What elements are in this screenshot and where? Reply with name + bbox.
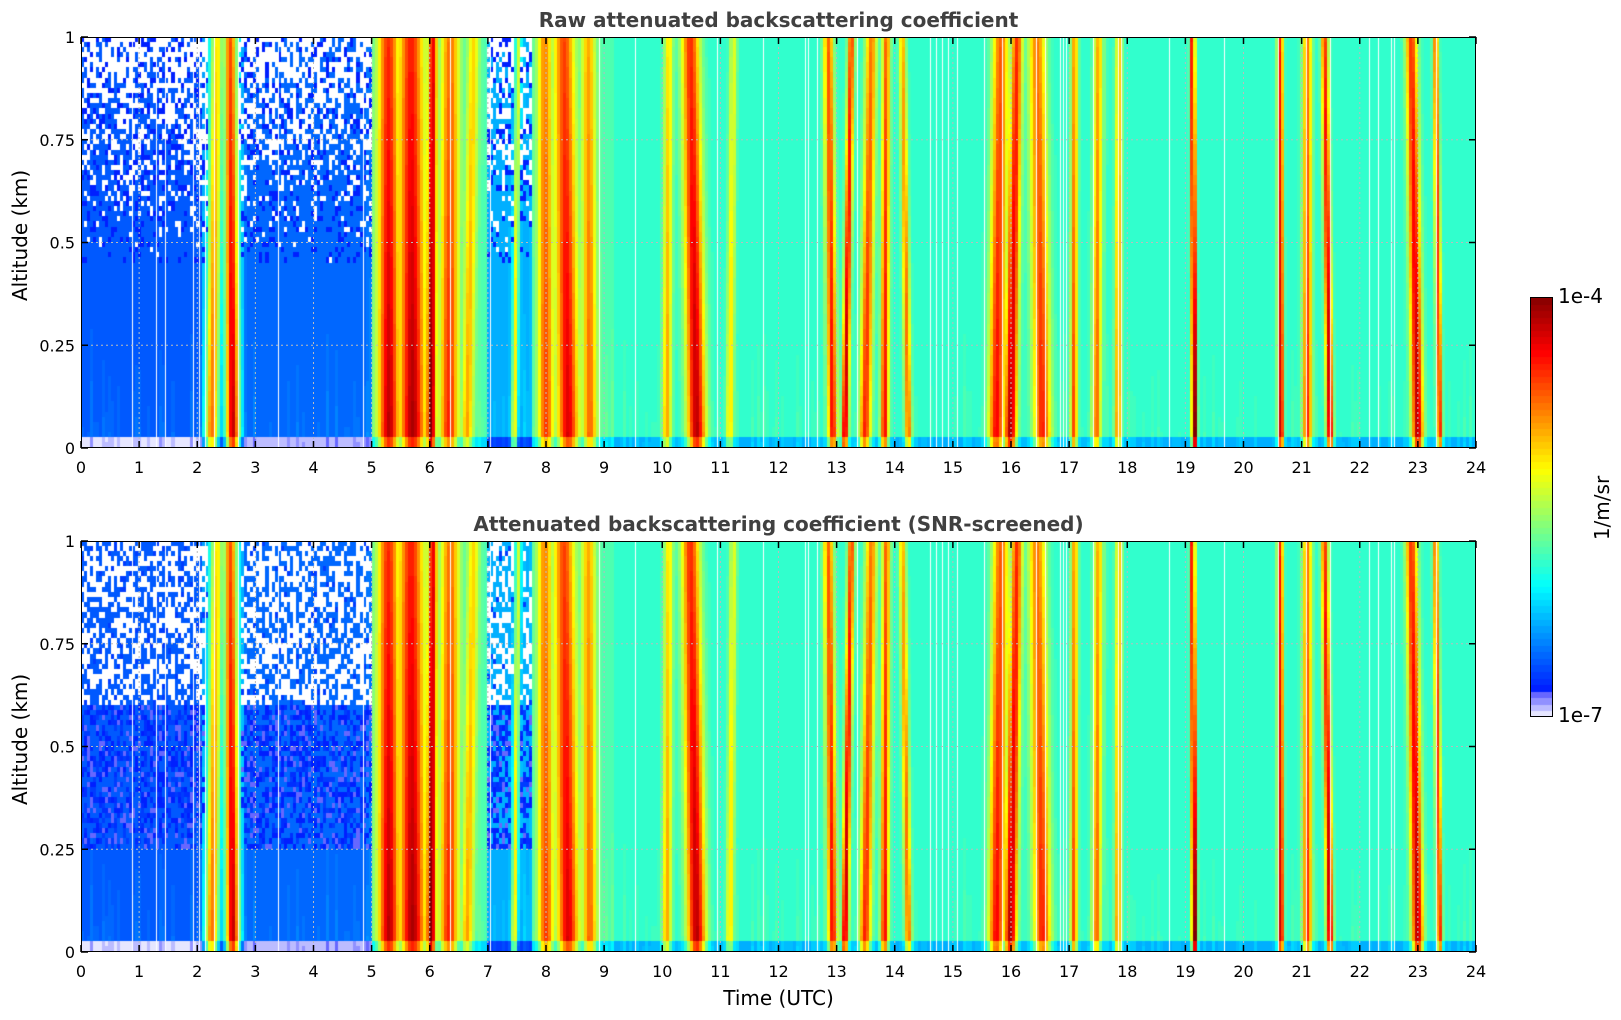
x-tick-label: 4 xyxy=(308,458,318,477)
y-tick-label: 0 xyxy=(65,943,75,962)
x-tick-label: 12 xyxy=(768,962,788,981)
x-tick-label: 0 xyxy=(76,962,86,981)
x-tick-label: 15 xyxy=(943,962,963,981)
x-tick-label: 6 xyxy=(425,962,435,981)
x-tick-label: 24 xyxy=(1466,962,1486,981)
x-tick-label: 19 xyxy=(1175,962,1195,981)
x-tick-label: 14 xyxy=(885,458,905,477)
x-tick-label: 10 xyxy=(652,962,672,981)
y-tick-label: 0 xyxy=(65,439,75,458)
x-tick-label: 15 xyxy=(943,458,963,477)
colorbar xyxy=(1530,297,1553,717)
colorbar-unit-label: 1/m/sr xyxy=(1590,475,1615,541)
y-tick-label: 0.75 xyxy=(39,635,75,654)
x-tick-label: 12 xyxy=(768,458,788,477)
panel-2-heatmap: 0 1 2 3 4 5 6 7 8 9 10 11 12 13 14 15 16 17 18 19 20 21 22 23 24… xyxy=(39,532,1486,981)
panel-1-heatmap: 0 1 2 3 4 5 6 7 8 9 10 11 12 13 14 15 16 17 18 19 20 21 22 23 24… xyxy=(39,28,1486,477)
x-tick-label: 18 xyxy=(1117,458,1137,477)
x-tick-label: 11 xyxy=(710,458,730,477)
x-tick-label: 17 xyxy=(1059,458,1079,477)
colorbar-max-label: 1e-4 xyxy=(1558,284,1603,308)
x-tick-label: 11 xyxy=(710,962,730,981)
x-tick-label: 20 xyxy=(1233,458,1253,477)
panel-2-canvas xyxy=(81,541,1476,952)
x-tick-label: 18 xyxy=(1117,962,1137,981)
y-tick-label: 1 xyxy=(65,28,75,47)
y-tick-label: 0.75 xyxy=(39,131,75,150)
x-tick-label: 13 xyxy=(826,458,846,477)
x-tick-label: 21 xyxy=(1291,962,1311,981)
x-tick-label: 2 xyxy=(192,962,202,981)
x-tick-label: 5 xyxy=(367,458,377,477)
x-tick-label: 8 xyxy=(541,962,551,981)
panel-1-ylabel: Altitude (km) xyxy=(8,169,32,301)
x-tick-label: 1 xyxy=(134,962,144,981)
x-tick-label: 4 xyxy=(308,962,318,981)
x-tick-label: 14 xyxy=(885,962,905,981)
x-tick-label: 0 xyxy=(76,458,86,477)
y-tick-label: 0.5 xyxy=(50,738,75,757)
x-tick-label: 22 xyxy=(1350,962,1370,981)
colorbar-gradient xyxy=(1530,297,1553,717)
x-tick-label: 16 xyxy=(1001,962,1021,981)
x-tick-label: 6 xyxy=(425,458,435,477)
x-tick-label: 3 xyxy=(250,458,260,477)
x-tick-label: 16 xyxy=(1001,458,1021,477)
x-tick-label: 2 xyxy=(192,458,202,477)
x-tick-label: 23 xyxy=(1408,962,1428,981)
x-tick-label: 7 xyxy=(483,962,493,981)
y-tick-label: 0.25 xyxy=(39,336,75,355)
x-tick-label: 13 xyxy=(826,962,846,981)
panel-1-title: Raw attenuated backscattering coefficien… xyxy=(538,8,1019,32)
panel-1-canvas xyxy=(81,37,1476,448)
x-tick-label: 17 xyxy=(1059,962,1079,981)
x-tick-label: 20 xyxy=(1233,962,1253,981)
y-tick-label: 0.5 xyxy=(50,234,75,253)
x-tick-label: 22 xyxy=(1350,458,1370,477)
y-tick-label: 1 xyxy=(65,532,75,551)
x-tick-label: 1 xyxy=(134,458,144,477)
x-axis-label: Time (UTC) xyxy=(723,986,834,1010)
y-tick-label: 0.25 xyxy=(39,840,75,859)
panel-2-ylabel: Altitude (km) xyxy=(8,673,32,805)
x-tick-label: 3 xyxy=(250,962,260,981)
x-tick-label: 9 xyxy=(599,962,609,981)
x-tick-label: 10 xyxy=(652,458,672,477)
panel-2-title: Attenuated backscattering coefficient (S… xyxy=(473,512,1084,536)
colorbar-min-label: 1e-7 xyxy=(1558,703,1603,727)
x-tick-label: 21 xyxy=(1291,458,1311,477)
x-tick-label: 5 xyxy=(367,962,377,981)
x-tick-label: 19 xyxy=(1175,458,1195,477)
x-tick-label: 8 xyxy=(541,458,551,477)
x-tick-label: 24 xyxy=(1466,458,1486,477)
x-tick-label: 7 xyxy=(483,458,493,477)
x-tick-label: 9 xyxy=(599,458,609,477)
colorbar-frame xyxy=(1530,297,1553,717)
x-tick-label: 23 xyxy=(1408,458,1428,477)
